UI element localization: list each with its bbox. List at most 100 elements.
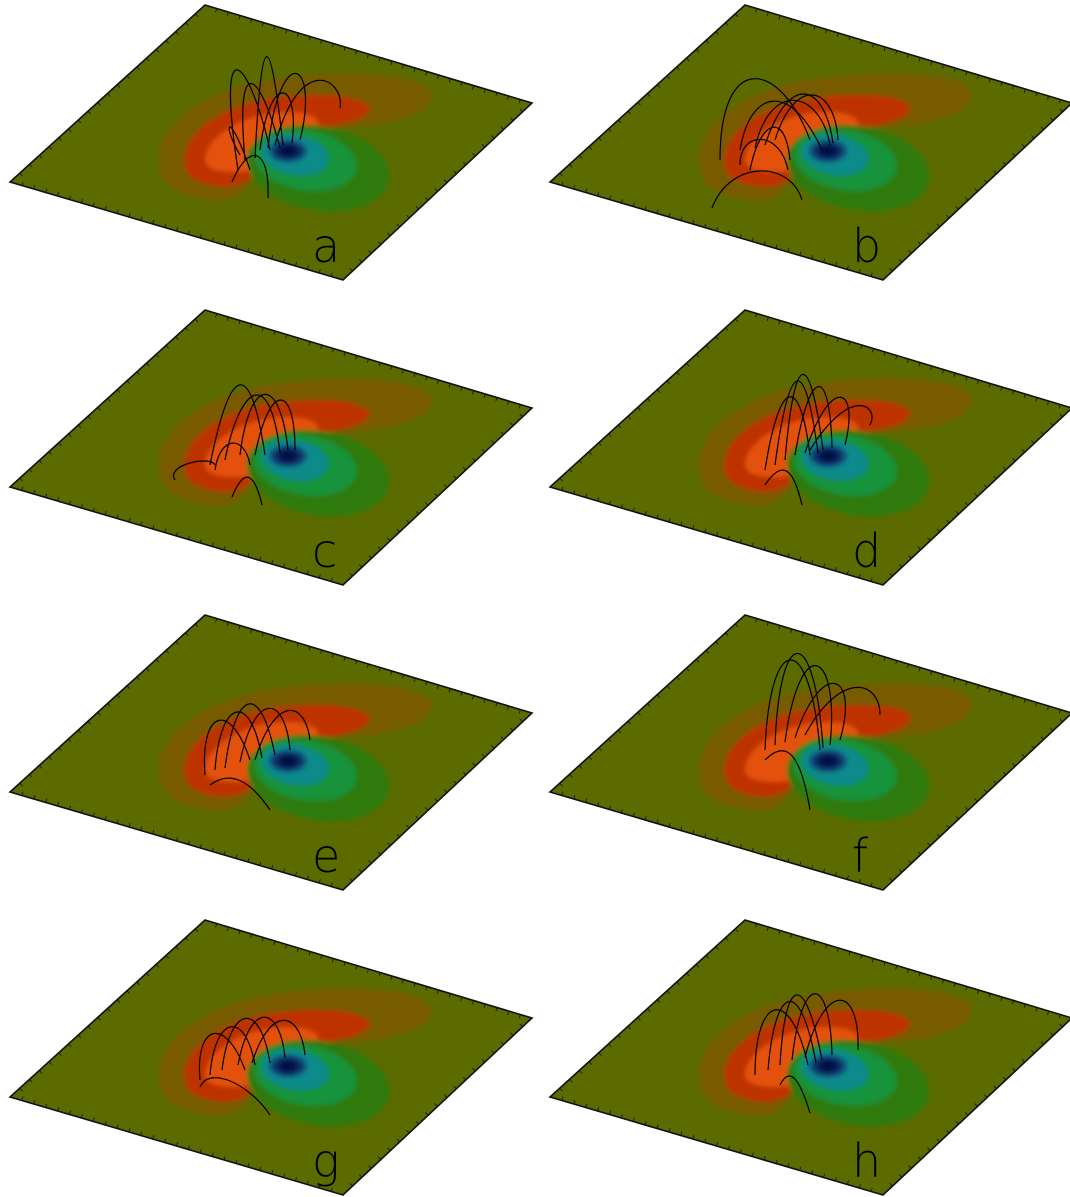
ticks-h [559, 923, 1063, 1192]
tick-mark [425, 197, 429, 201]
tick-mark [146, 57, 150, 62]
tick-mark [983, 179, 988, 183]
tick-mark [825, 334, 828, 339]
tick-mark [858, 269, 861, 274]
tick-mark [1021, 144, 1026, 148]
field-line [804, 686, 881, 736]
tick-mark [716, 837, 719, 842]
tick-mark [396, 833, 400, 838]
tick-mark [965, 197, 969, 201]
tick-mark [686, 667, 690, 672]
tick-mark [953, 372, 956, 377]
tick-mark [1035, 702, 1038, 707]
tick-mark [598, 442, 602, 446]
negative-core-e [268, 749, 308, 773]
tick-mark [77, 729, 82, 734]
tick-mark [734, 13, 739, 18]
tick-mark [462, 771, 467, 776]
tick-mark [271, 255, 274, 260]
tick-mark [825, 29, 828, 34]
tick-mark [561, 1096, 564, 1101]
tick-mark [705, 345, 709, 349]
tick-mark [283, 258, 286, 263]
tick-mark [518, 404, 521, 409]
tick-mark [188, 230, 190, 235]
tick-mark [176, 532, 179, 537]
tick-mark [155, 658, 160, 663]
tick-mark [295, 262, 297, 267]
tick-mark [680, 216, 683, 221]
tick-mark [1058, 99, 1061, 104]
tick-mark [368, 1165, 372, 1169]
tick-mark [848, 36, 851, 41]
tick-mark [778, 625, 781, 630]
tick-mark [578, 460, 583, 464]
tick-mark [116, 819, 119, 824]
tick-mark [19, 782, 23, 787]
tick-mark [695, 658, 700, 663]
tick-mark [644, 206, 647, 211]
tick-mark [1031, 440, 1035, 444]
tick-mark [77, 119, 82, 124]
tick-mark [1035, 92, 1038, 97]
tick-mark [1012, 457, 1016, 462]
tick-mark [955, 206, 959, 210]
tick-mark [647, 703, 651, 707]
tick-mark [176, 227, 179, 232]
tick-mark [1058, 1014, 1061, 1019]
tick-mark [1023, 1003, 1026, 1008]
tick-mark [507, 705, 510, 710]
tick-mark [1000, 691, 1003, 696]
tick-mark [331, 348, 334, 353]
tick-mark [378, 667, 381, 672]
tick-mark [250, 933, 253, 938]
tick-mark [870, 882, 873, 887]
tick-mark [519, 108, 523, 113]
tick-mark [481, 1059, 486, 1063]
tick-mark [331, 43, 334, 48]
tick-mark [238, 320, 241, 325]
tick-mark [223, 241, 226, 246]
tick-mark [898, 869, 903, 873]
tick-mark [676, 981, 680, 986]
tick-mark [728, 230, 730, 235]
tick-mark [250, 628, 253, 633]
tick-mark [811, 1170, 814, 1175]
tick-mark [917, 241, 922, 245]
tick-mark [918, 972, 921, 977]
tick-mark [136, 66, 140, 71]
tick-mark [396, 528, 400, 533]
tick-mark [588, 1061, 592, 1065]
tick-mark [889, 877, 893, 882]
tick-mark [136, 371, 140, 376]
tick-mark [955, 511, 959, 515]
tick-mark [656, 999, 661, 1003]
tick-mark [588, 756, 592, 760]
field-lines-b [711, 78, 839, 209]
tick-mark [472, 152, 476, 157]
tick-mark [836, 947, 839, 952]
tick-mark [425, 807, 429, 811]
tick-mark [226, 926, 229, 931]
tick-mark [799, 251, 802, 256]
tick-mark [57, 192, 60, 197]
tick-mark [974, 1103, 978, 1107]
field-line [267, 72, 307, 149]
tick-mark [883, 351, 886, 356]
tick-mark [801, 22, 804, 27]
panel-a: a [8, 4, 534, 281]
tick-mark [1012, 762, 1016, 767]
tick-mark [609, 805, 611, 810]
tick-mark [378, 362, 381, 367]
tick-mark [188, 1145, 190, 1150]
tick-mark [561, 486, 564, 491]
tick-mark [1050, 117, 1054, 121]
tick-mark [647, 398, 651, 402]
tick-mark [790, 933, 793, 938]
tick-mark [483, 1003, 486, 1008]
tick-mark [811, 255, 814, 260]
tick-mark [848, 341, 851, 346]
field-lines-f [764, 653, 881, 811]
tick-mark [848, 646, 851, 651]
panel-label-h: h [852, 1134, 881, 1188]
